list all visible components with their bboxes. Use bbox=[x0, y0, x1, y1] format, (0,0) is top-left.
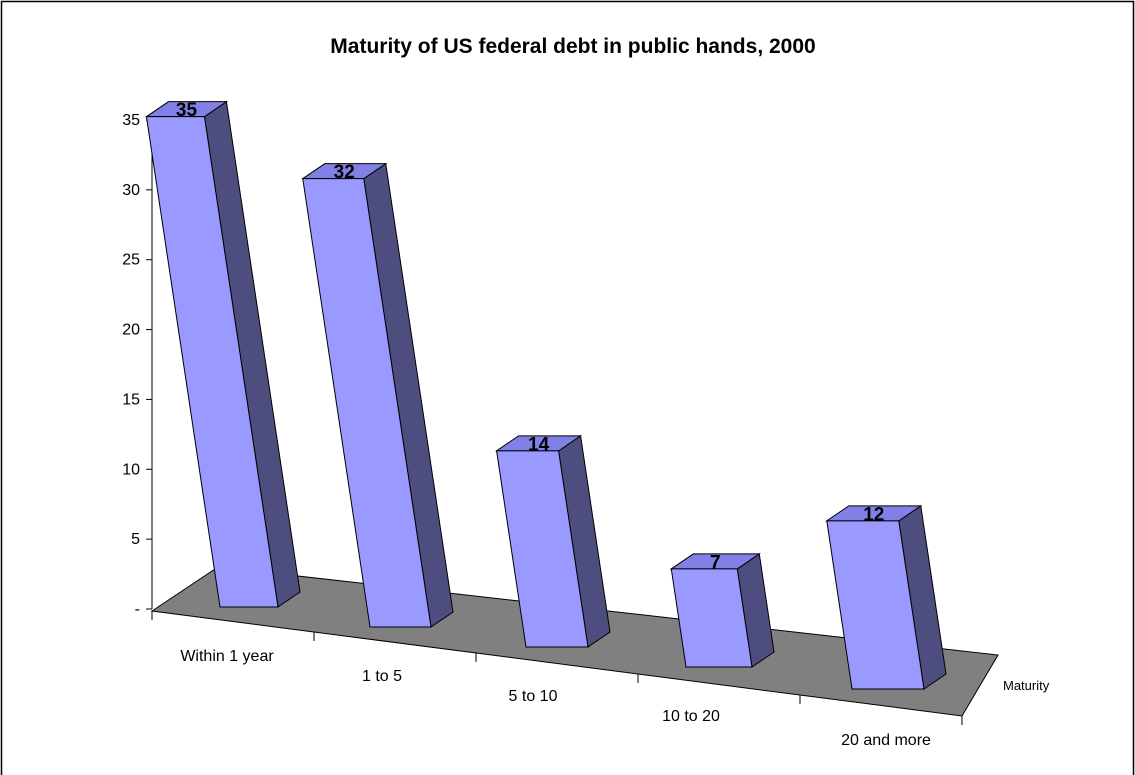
bar bbox=[301, 162, 454, 628]
bar-value-label: 7 bbox=[710, 552, 721, 573]
x-category-label: 10 to 20 bbox=[662, 708, 720, 725]
x-axis-title: Maturity bbox=[1003, 678, 1050, 693]
x-category-label: 5 to 10 bbox=[509, 688, 558, 705]
bar bbox=[144, 100, 301, 608]
bar-front bbox=[145, 116, 279, 608]
chart-title: Maturity of US federal debt in public ha… bbox=[330, 35, 815, 58]
x-category-label: 1 to 5 bbox=[362, 668, 402, 685]
x-category-label: Within 1 year bbox=[180, 648, 274, 665]
bars bbox=[144, 100, 947, 690]
bar-front bbox=[670, 568, 753, 668]
bar-value-label: 14 bbox=[528, 434, 550, 455]
bar-front bbox=[826, 520, 925, 690]
y-tick-label: 35 bbox=[122, 112, 140, 129]
bar bbox=[669, 553, 775, 668]
axes: - 5 10 15 20 25 30 35 Within 1 year 1 to 5 5 to 10… bbox=[122, 112, 963, 749]
bar-value-label: 35 bbox=[176, 100, 198, 121]
bar-value-label: 32 bbox=[334, 162, 355, 183]
y-tick-label: 25 bbox=[122, 252, 140, 269]
x-category-label: 20 and more bbox=[841, 732, 931, 749]
bar bbox=[494, 434, 611, 648]
y-tick-label: 10 bbox=[122, 461, 140, 478]
y-tick-label: 30 bbox=[122, 182, 140, 199]
y-tick-label: 5 bbox=[131, 531, 140, 548]
bar-front bbox=[302, 178, 432, 628]
y-tick-label: 20 bbox=[122, 322, 140, 339]
y-tick-label: - bbox=[135, 601, 140, 618]
bar-front bbox=[495, 450, 589, 648]
y-tick-label: 15 bbox=[122, 391, 140, 408]
bar-value-label: 12 bbox=[863, 504, 884, 525]
data-labels: 35 32 14 7 12 bbox=[176, 100, 884, 573]
bar bbox=[825, 505, 947, 690]
